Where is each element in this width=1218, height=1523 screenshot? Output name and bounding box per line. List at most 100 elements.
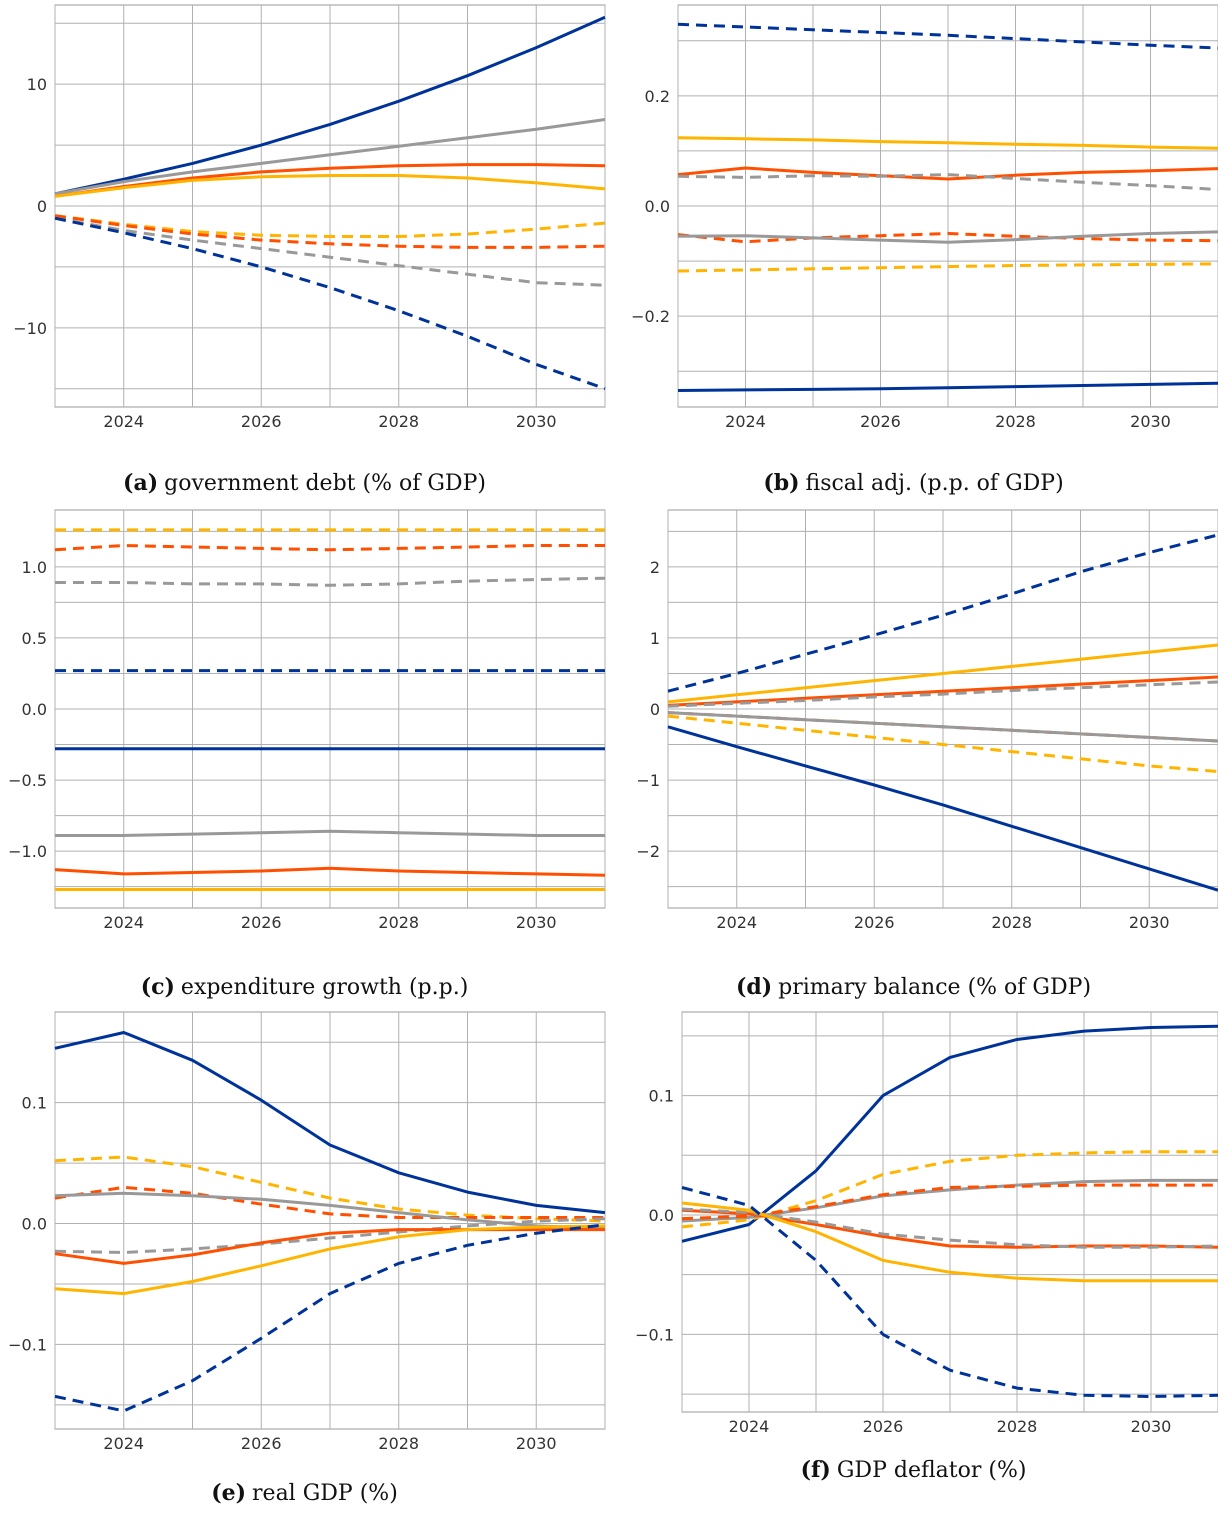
chart-svg: −0.1 0.0 0.1 2024 2026 2028 2030 xyxy=(8,1011,606,1453)
chart-svg: −0.2 0.0 0.2 2024 2026 2028 2030 xyxy=(631,4,1218,431)
x-tick-label: 2024 xyxy=(716,913,757,932)
panel-real-gdp: −0.1 0.0 0.1 2024 2026 2028 2030 (e) real GDP (… xyxy=(0,1011,609,1506)
x-tick-label: 2024 xyxy=(103,913,144,932)
panel-caption: (f) GDP deflator (%) xyxy=(609,1457,1218,1483)
y-tick-label: 0.1 xyxy=(649,1087,674,1106)
y-tick-label: 1.0 xyxy=(22,558,47,577)
series-line-dashed xyxy=(54,214,606,249)
x-tick-label: 2028 xyxy=(378,412,419,431)
series-line-solid xyxy=(667,643,1218,704)
series-line-solid xyxy=(54,1224,606,1296)
series-line-solid xyxy=(54,1031,606,1215)
panel-caption: (b) fiscal adj. (p.p. of GDP) xyxy=(609,470,1218,496)
series-line-dashed xyxy=(667,680,1218,708)
caption-text: government debt (% of GDP) xyxy=(164,471,486,496)
x-tick-label: 2030 xyxy=(1129,913,1170,932)
x-tick-label: 2030 xyxy=(516,412,557,431)
x-tick-label: 2024 xyxy=(729,1417,770,1436)
x-tick-label: 2030 xyxy=(516,913,557,932)
series-line-dashed xyxy=(677,173,1218,191)
series-line-solid xyxy=(677,166,1218,181)
panel-caption: (d) primary balance (% of GDP) xyxy=(609,974,1218,1000)
caption-text: primary balance (% of GDP) xyxy=(778,975,1092,1000)
series-line-dashed xyxy=(681,1183,1218,1221)
y-tick-label: 0.0 xyxy=(22,700,47,719)
x-tick-label: 2028 xyxy=(378,1434,419,1453)
x-tick-label: 2026 xyxy=(241,913,282,932)
panel-primary-balance: −2 −1 0 1 2 2024 2026 2028 2030 (d) primary balan… xyxy=(609,509,1218,1000)
series-line-dashed xyxy=(681,1207,1218,1249)
x-tick-label: 2026 xyxy=(854,913,895,932)
x-tick-label: 2026 xyxy=(241,412,282,431)
y-tick-label: −1.0 xyxy=(8,842,47,861)
series-line-solid xyxy=(681,1024,1218,1243)
x-tick-label: 2024 xyxy=(103,1434,144,1453)
series-line-dashed xyxy=(54,1217,606,1254)
x-tick-label: 2028 xyxy=(997,1417,1038,1436)
x-tick-label: 2028 xyxy=(991,913,1032,932)
series-line-dashed xyxy=(54,216,606,287)
x-tick-label: 2026 xyxy=(860,412,901,431)
series-line-dashed xyxy=(677,232,1218,244)
series-line-dashed xyxy=(677,22,1218,50)
x-tick-label: 2026 xyxy=(241,1434,282,1453)
caption-label: (f) xyxy=(800,1457,831,1483)
series-line-solid xyxy=(54,866,606,877)
series-line-solid xyxy=(681,1201,1218,1283)
x-tick-label: 2030 xyxy=(1131,1417,1172,1436)
series-line-dashed xyxy=(54,1223,606,1413)
chart-svg: −1.0 −0.5 0.0 0.5 1.0 2024 2026 2028 2030 xyxy=(8,509,606,932)
y-tick-label: 0.0 xyxy=(645,197,670,216)
y-tick-label: 1 xyxy=(650,629,660,648)
y-tick-label: 0.5 xyxy=(22,629,47,648)
caption-text: GDP deflator (%) xyxy=(836,1458,1027,1483)
series-line-solid xyxy=(54,15,606,196)
series-line-solid xyxy=(681,1178,1218,1223)
y-tick-label: −10 xyxy=(13,319,47,338)
series-line-dashed xyxy=(677,262,1218,273)
panel-caption: (a) government debt (% of GDP) xyxy=(0,470,609,496)
series-line-solid xyxy=(54,1228,605,1265)
series-line-solid xyxy=(677,381,1218,392)
series-line-solid xyxy=(677,136,1218,150)
series-line-solid xyxy=(54,174,606,198)
y-tick-label: −1 xyxy=(636,771,660,790)
y-tick-label: 2 xyxy=(650,558,660,577)
caption-text: fiscal adj. (p.p. of GDP) xyxy=(805,471,1064,496)
panel-fiscal-adj: −0.2 0.0 0.2 2024 2026 2028 2030 (b) fiscal adj… xyxy=(0,0,1218,505)
series-line-solid xyxy=(55,829,605,837)
series-line-solid xyxy=(54,118,606,196)
x-tick-label: 2030 xyxy=(1130,412,1171,431)
series-line-dashed xyxy=(667,714,1218,773)
series-line-solid xyxy=(667,725,1218,892)
chart-svg: −10 0 10 2024 2026 2028 2030 xyxy=(13,4,606,431)
x-tick-label: 2026 xyxy=(863,1417,904,1436)
y-tick-label: 0.1 xyxy=(22,1094,47,1113)
y-tick-label: 0.0 xyxy=(22,1215,47,1234)
x-tick-label: 2028 xyxy=(378,913,419,932)
series-line-dashed xyxy=(54,544,605,552)
series-line-solid xyxy=(667,711,1218,743)
y-tick-label: 0 xyxy=(650,700,660,719)
caption-label: (e) xyxy=(211,1480,247,1506)
series-line-dashed xyxy=(54,214,606,238)
y-tick-label: −0.5 xyxy=(8,771,47,790)
caption-text: expenditure growth (p.p.) xyxy=(180,975,469,1000)
y-tick-label: 0 xyxy=(37,197,47,216)
chart-svg: −0.1 0.0 0.1 2024 2026 2028 2030 xyxy=(635,1011,1218,1436)
y-tick-label: −0.2 xyxy=(631,307,670,326)
x-tick-label: 2024 xyxy=(103,412,144,431)
caption-label: (c) xyxy=(140,974,175,1000)
series-line-dashed xyxy=(55,576,606,587)
panel-expenditure-growth: −1.0 −0.5 0.0 0.5 1.0 2024 2026 2028 2030 (c) exp… xyxy=(0,0,609,1010)
caption-text: real GDP (%) xyxy=(252,1481,398,1506)
caption-label: (a) xyxy=(123,470,159,496)
panel-caption: (e) real GDP (%) xyxy=(0,1480,609,1506)
y-tick-label: 10 xyxy=(27,75,47,94)
x-tick-label: 2024 xyxy=(725,412,766,431)
series-line-solid xyxy=(677,230,1218,244)
series-line-dashed xyxy=(54,216,606,391)
panel-caption: (c) expenditure growth (p.p.) xyxy=(0,974,609,1000)
series-line-dashed xyxy=(54,1155,606,1223)
